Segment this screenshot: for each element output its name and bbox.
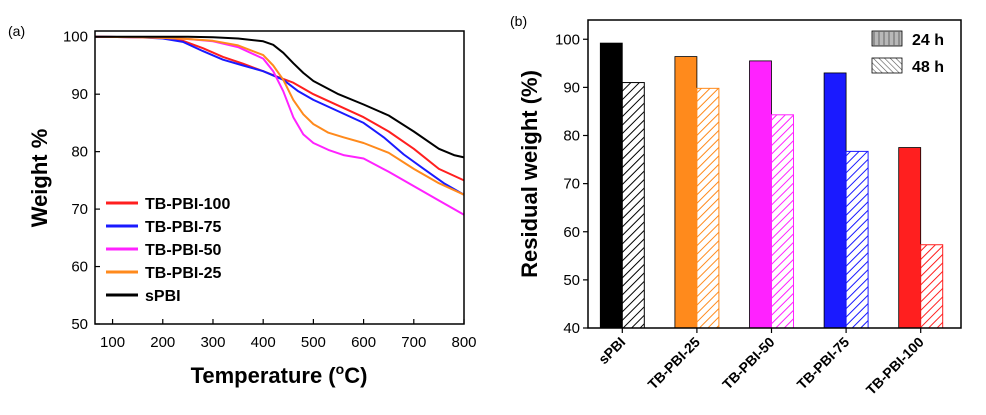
bar-24h-tb-pbi-100 [898, 147, 922, 329]
panel-a-frame [94, 30, 465, 325]
panel-a-x-tick-label: 400 [251, 334, 276, 351]
panel-a-x-tick-label: 100 [100, 334, 125, 351]
bar-24h-tb-pbi-75 [823, 72, 847, 329]
panel-a-x-tick-label: 700 [401, 334, 426, 351]
legend-label-tb-pbi-75: TB-PBI-75 [145, 219, 222, 236]
series-line-tb-pbi-75 [94, 35, 465, 196]
panel-b-y-tick-label: 50 [563, 272, 580, 289]
category-label-tb-pbi-75: TB-PBI-75 [794, 334, 853, 393]
category-label-spbi: sPBI [595, 334, 628, 367]
legend-swatch-24-h [871, 30, 903, 47]
bar-48h-tb-pbi-50 [771, 114, 794, 329]
bar-48h-tb-pbi-75 [845, 150, 869, 329]
panel-a-x-tick-label: 200 [150, 334, 175, 351]
legend-label-48-h: 48 h [912, 59, 944, 76]
panel-b-y-tick-label: 70 [563, 176, 580, 193]
bar-24h-tb-pbi-50 [749, 60, 772, 329]
legend-label-tb-pbi-50: TB-PBI-50 [145, 242, 222, 259]
bar-48h-spbi [621, 82, 645, 329]
legend-label-24-h: 24 h [912, 32, 944, 49]
panel-b-y-tick-label: 90 [563, 79, 580, 96]
panel-b-y-tick-label: 80 [563, 128, 580, 145]
panel-b-y-axis-title: Residual weight (%) [517, 70, 542, 278]
panel-a-y-axis-title: Weight % [27, 129, 52, 228]
legend-label-tb-pbi-25: TB-PBI-25 [145, 265, 222, 282]
panel-a-y-tick-label: 50 [71, 316, 88, 333]
panel-a-label: (a) [8, 23, 25, 39]
bar-24h-tb-pbi-25 [674, 56, 698, 329]
panel-a-y-tick-label: 70 [71, 201, 88, 218]
panel-a-y-tick-label: 90 [71, 86, 88, 103]
panel-b-y-tick-label: 40 [563, 320, 580, 337]
panel-a-x-tick-label: 600 [351, 334, 376, 351]
panel-a-x-tick-label: 500 [301, 334, 326, 351]
category-label-tb-pbi-100: TB-PBI-100 [863, 334, 927, 398]
panel-a-line-chart: 100 200 300 400 500 600 700 800 50 60 70 80 90 100 TB-… [63, 29, 477, 351]
panel-a-y-tick-label: 60 [71, 259, 88, 276]
panel-b-bar-chart: 40 50 60 70 80 90 100 sPBI TB-PBI-25 TB-PBI-50 TB-… [555, 30, 944, 398]
legend-label-tb-pbi-100: TB-PBI-100 [145, 196, 230, 213]
panel-a-x-tick-label: 300 [200, 334, 225, 351]
panel-a-y-tick-label: 100 [63, 29, 88, 46]
bar-24h-spbi [599, 42, 623, 329]
bar-48h-tb-pbi-25 [696, 87, 720, 329]
category-label-tb-pbi-50: TB-PBI-50 [719, 334, 778, 393]
series-line-spbi [95, 35, 465, 159]
category-label-tb-pbi-25: TB-PBI-25 [644, 334, 703, 393]
panel-b-label: (b) [510, 13, 527, 29]
legend-label-spbi: sPBI [145, 288, 181, 305]
legend-swatch-48-h [871, 57, 903, 74]
panel-a-x-axis-title: Temperature (oC) [191, 361, 368, 388]
panel-a-y-tick-label: 80 [71, 144, 88, 161]
panel-b-frame [587, 19, 962, 329]
bar-48h-tb-pbi-100 [920, 244, 944, 329]
panel-b-y-tick-label: 100 [555, 31, 580, 48]
series-line-tb-pbi-50 [94, 35, 465, 216]
panel-a-x-tick-label: 800 [451, 334, 476, 351]
panel-b-y-tick-label: 60 [563, 224, 580, 241]
series-line-tb-pbi-25 [94, 35, 465, 196]
